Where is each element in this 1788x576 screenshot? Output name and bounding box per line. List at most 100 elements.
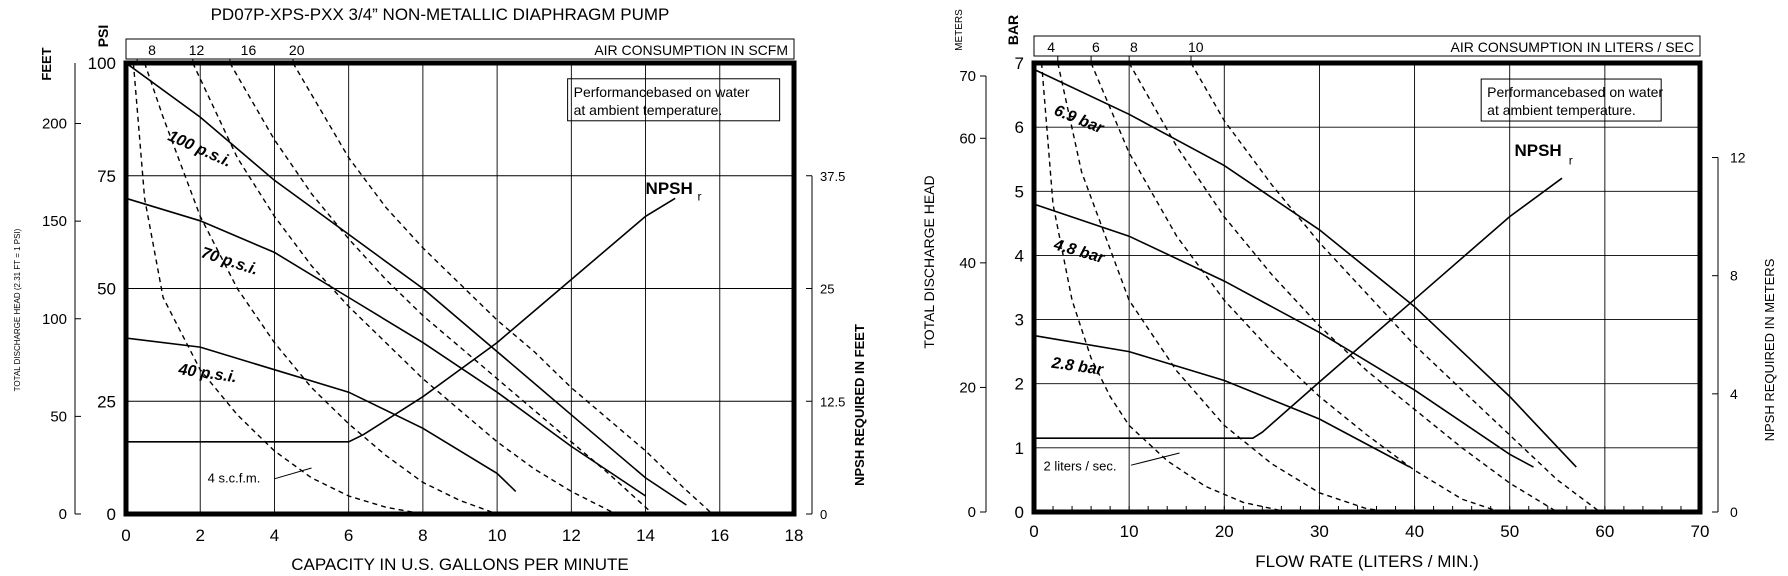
x-tick-label: 10 [1120, 522, 1139, 541]
note-box [567, 78, 781, 122]
air-consumption-curve [132, 62, 424, 515]
pressure-curve [1033, 203, 1534, 468]
bar-axis-label: BAR [1005, 15, 1021, 45]
air-consumption-curve [1190, 62, 1601, 513]
note-line-1: Performancebased on water [1487, 84, 1663, 100]
air-consumption-curve [1057, 62, 1396, 513]
pressure-curve-label: 4.8 bar [1051, 236, 1107, 267]
note-box [1480, 78, 1662, 122]
npsh-axis-label: NPSH REQUIRED IN METERS [1762, 258, 1777, 441]
air-annotation-leader [1130, 452, 1180, 466]
bar-tick-label: 1 [1015, 439, 1024, 458]
air-consumption-axis-label: AIR CONSUMPTION IN LITERS / SEC [1451, 39, 1694, 55]
npsh-tick-label: 12 [1730, 150, 1746, 166]
x-tick-label: 60 [1595, 522, 1614, 541]
air-consumption-tick-label: 16 [241, 42, 257, 58]
npsh-label: NPSH [646, 179, 693, 198]
x-axis-label: FLOW RATE (LITERS / MIN.) [1255, 552, 1479, 571]
pressure-curve [1033, 68, 1577, 468]
feet-tick-label: 150 [42, 213, 67, 230]
pressure-curve [1033, 334, 1411, 468]
npsh-tick-label: 0 [820, 507, 827, 522]
npsh-label-subscript: r [1569, 153, 1573, 167]
pressure-curve-label: 2.8 bar [1050, 355, 1105, 379]
note-line-2: at ambient temperature. [574, 102, 723, 118]
x-tick-label: 12 [562, 526, 581, 545]
air-consumption-tick-label: 8 [1130, 39, 1138, 55]
npsh-tick-label: 12.5 [820, 394, 845, 409]
bar-tick-label: 7 [1015, 54, 1024, 73]
x-tick-label: 70 [1691, 522, 1710, 541]
meters-tick-label: 20 [959, 379, 976, 396]
pressure-curve [125, 337, 517, 492]
npsh-curve [126, 197, 676, 443]
npsh-label-subscript: r [698, 190, 702, 204]
bar-tick-label: 5 [1015, 182, 1024, 201]
feet-tick-label: 200 [42, 116, 67, 133]
air-consumption-curve [1040, 62, 1301, 513]
feet-tick-label: 0 [59, 506, 67, 523]
air-annotation-label: 4 s.c.f.m. [208, 470, 261, 485]
psi-axis-label: PSI [95, 25, 111, 48]
plot-frame [1031, 60, 1703, 515]
air-annotation-label: 2 liters / sec. [1044, 458, 1117, 473]
air-consumption-curve [1090, 62, 1501, 513]
x-tick-label: 40 [1405, 522, 1424, 541]
psi-tick-label: 100 [88, 54, 116, 73]
x-tick-label: 50 [1500, 522, 1519, 541]
meters-axis-label: METERS [954, 9, 965, 51]
air-consumption-tick-label: 10 [1188, 39, 1204, 55]
air-consumption-tick-label: 20 [289, 42, 305, 58]
air-consumption-tick-label: 4 [1047, 39, 1055, 55]
air-consumption-curve [229, 62, 654, 515]
air-consumption-axis-label: AIR CONSUMPTION IN SCFM [594, 42, 788, 58]
air-consumption-tick-label: 6 [1092, 39, 1100, 55]
air-annotation-leader [274, 467, 312, 480]
npsh-axis-label: NPSH REQUIRED IN FEET [852, 324, 867, 486]
npsh-curve [1034, 177, 1563, 439]
x-tick-label: 16 [710, 526, 729, 545]
pressure-curve-label: 40 p.s.i. [176, 361, 237, 386]
pressure-curve [125, 197, 647, 497]
x-tick-label: 6 [344, 526, 353, 545]
air-consumption-curve [143, 62, 498, 515]
chart-title: PD07P-XPS-PXX 3/4” NON-METALLIC DIAPHRAG… [211, 5, 670, 24]
bar-tick-label: 3 [1015, 311, 1024, 330]
pressure-curve-label: 6.9 bar [1052, 102, 1107, 137]
air-consumption-curve [192, 62, 617, 515]
npsh-tick-label: 0 [1730, 504, 1738, 520]
x-tick-label: 18 [785, 526, 804, 545]
feet-tick-label: 100 [42, 311, 67, 328]
plot-frame [123, 60, 797, 517]
x-tick-label: 8 [418, 526, 427, 545]
note-line-1: Performancebased on water [574, 84, 750, 100]
npsh-label: NPSH [1514, 141, 1561, 160]
npsh-tick-label: 37.5 [820, 169, 845, 184]
pressure-curve [125, 62, 687, 506]
chart-us-units: PD07P-XPS-PXX 3/4” NON-METALLIC DIAPHRAG… [13, 5, 867, 574]
psi-tick-label: 75 [97, 167, 116, 186]
x-axis-label: CAPACITY IN U.S. GALLONS PER MINUTE [291, 555, 629, 574]
npsh-tick-label: 4 [1730, 386, 1738, 402]
meters-tick-label: 70 [959, 68, 976, 85]
bar-tick-label: 4 [1015, 246, 1024, 265]
bar-tick-label: 2 [1015, 375, 1024, 394]
feet-tick-label: 50 [50, 408, 67, 425]
air-consumption-tick-label: 12 [189, 42, 205, 58]
bar-tick-label: 6 [1015, 118, 1024, 137]
feet-axis-description: TOTAL DISCHARGE HEAD (2.31 FT = 1 PSI) [13, 228, 22, 391]
psi-tick-label: 0 [107, 505, 116, 524]
npsh-tick-label: 8 [1730, 268, 1738, 284]
x-tick-label: 10 [488, 526, 507, 545]
air-consumption-curve [1128, 62, 1558, 513]
meters-tick-label: 0 [968, 504, 976, 521]
note-line-2: at ambient temperature. [1487, 102, 1636, 118]
x-tick-label: 0 [121, 526, 130, 545]
x-tick-label: 2 [195, 526, 204, 545]
x-tick-label: 20 [1215, 522, 1234, 541]
feet-axis-label: FEET [39, 47, 54, 80]
meters-tick-label: 60 [959, 130, 976, 147]
npsh-tick-label: 25 [820, 282, 834, 297]
